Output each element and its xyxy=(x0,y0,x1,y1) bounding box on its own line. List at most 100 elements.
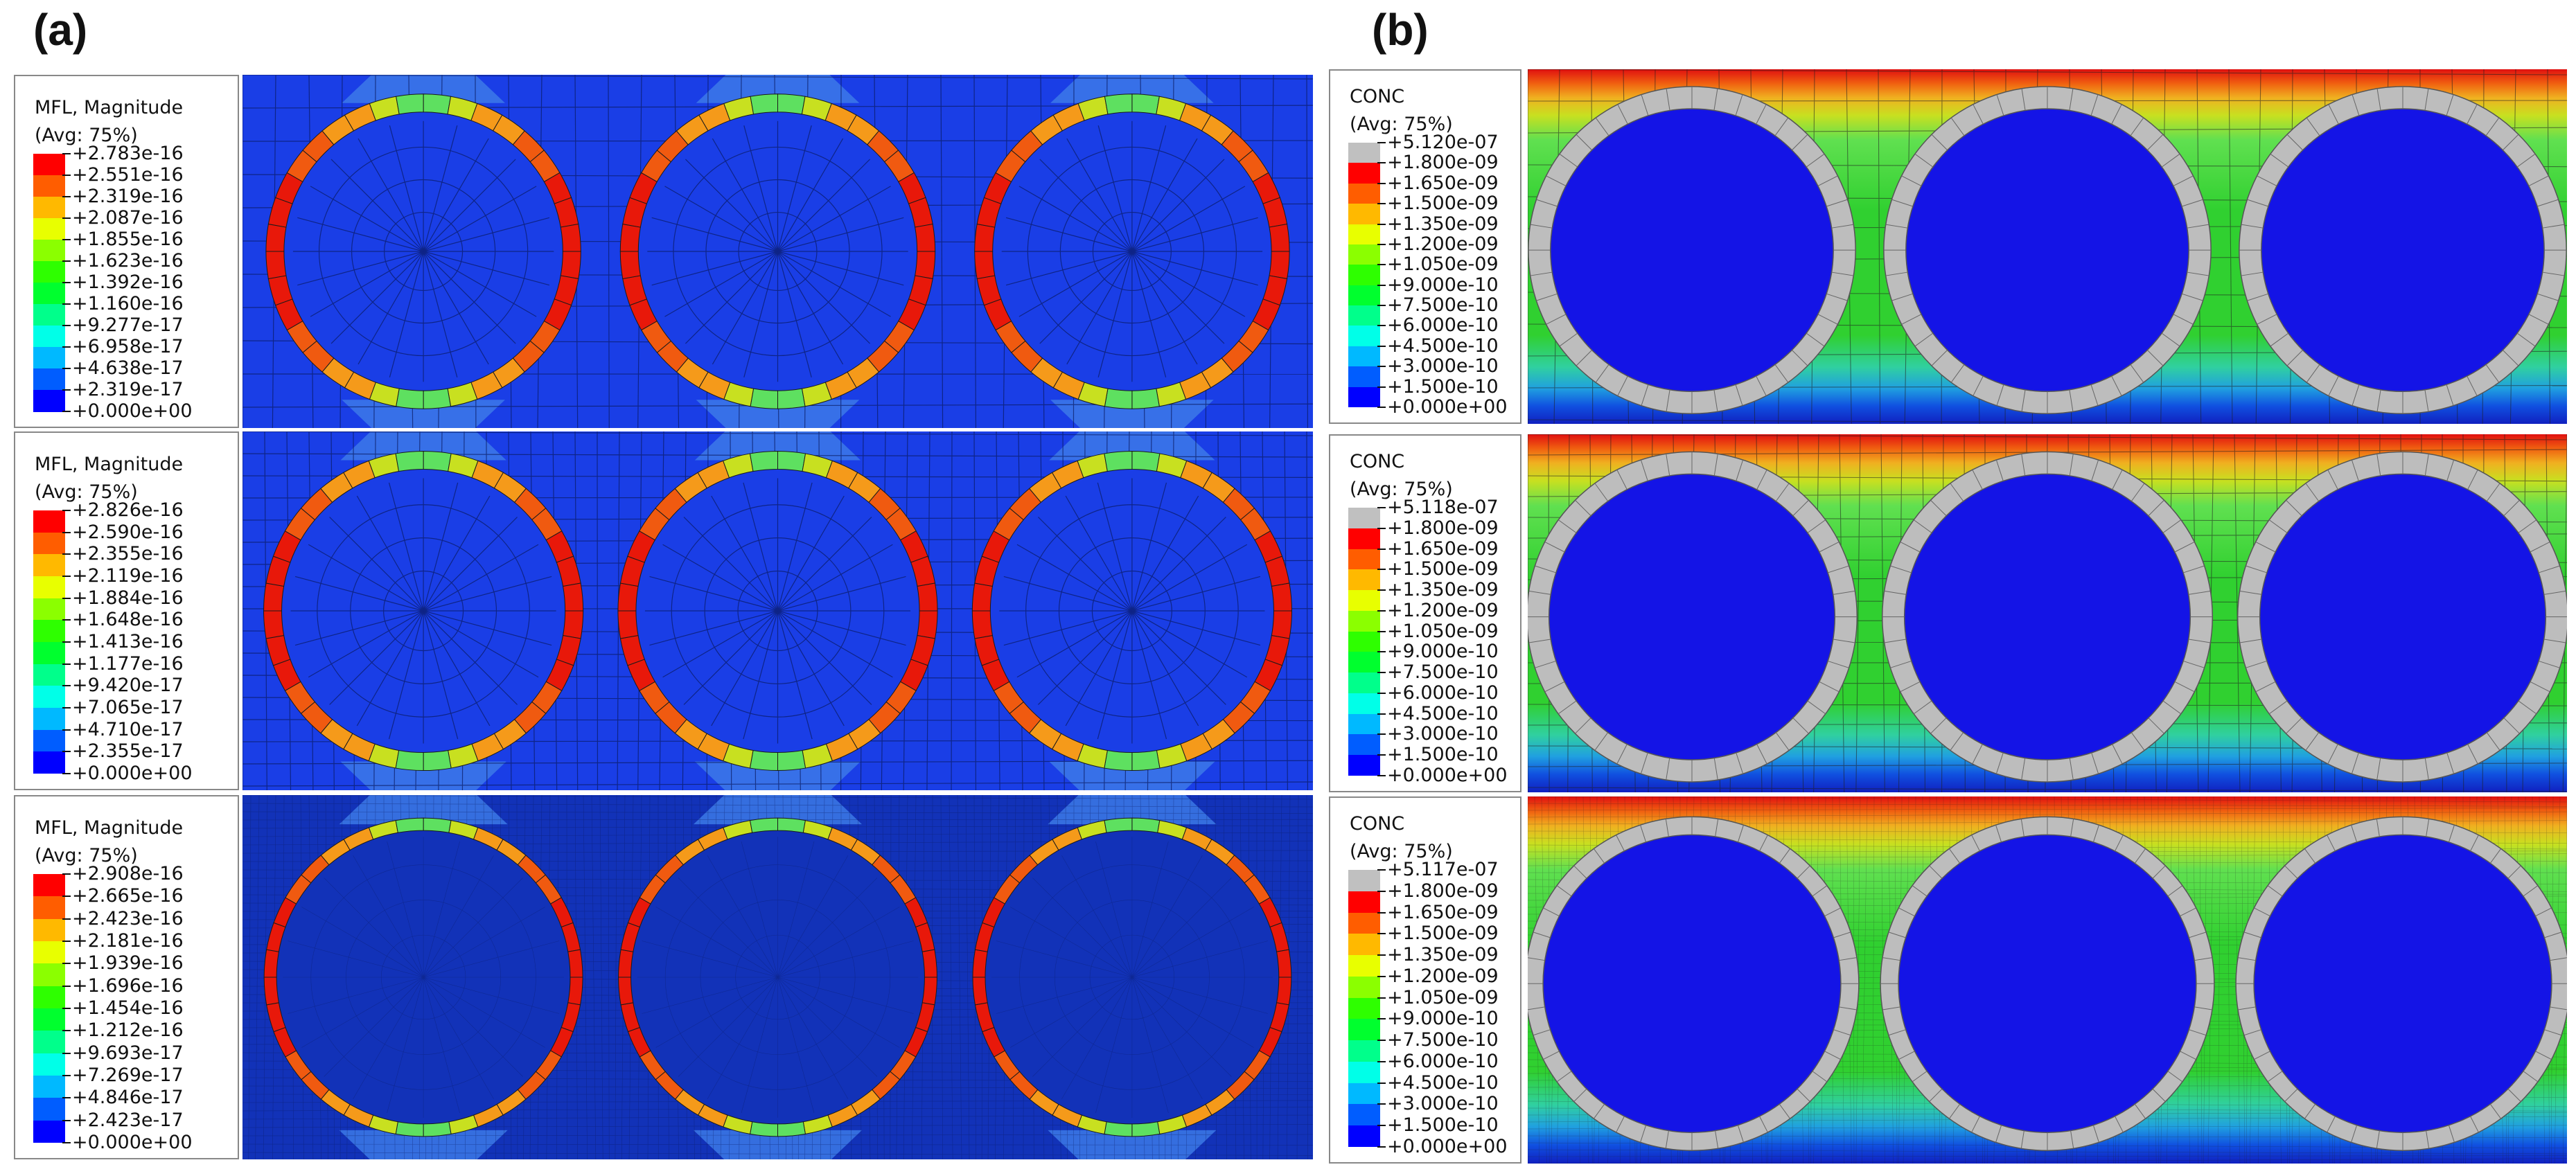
legend-tick xyxy=(1377,630,1386,632)
legend-value: +2.319e-17 xyxy=(72,379,184,400)
color-bar-segment xyxy=(1348,693,1380,715)
legend-value: +4.638e-17 xyxy=(72,357,184,379)
legend-tick xyxy=(62,729,71,731)
legend-value: +7.500e-10 xyxy=(1387,1029,1499,1051)
legend-value: +1.500e-09 xyxy=(1387,558,1499,580)
flux-band xyxy=(339,1130,508,1159)
color-bar-segment xyxy=(1348,1125,1380,1148)
legend-value: +1.200e-09 xyxy=(1387,965,1499,987)
mfl-contour-plot xyxy=(242,431,1313,790)
b-legend: CONC (Avg: 75%) +5.117e-07 +1.800e-09 +1.650… xyxy=(1329,796,1521,1164)
legend-value: +1.200e-09 xyxy=(1387,599,1499,621)
legend-tick xyxy=(1377,933,1386,935)
legend-tick xyxy=(1377,527,1386,529)
legend-tick xyxy=(1377,305,1386,307)
color-bar-segment xyxy=(1348,508,1380,529)
legend-tick xyxy=(62,576,71,577)
color-bar-segment xyxy=(33,1076,65,1098)
color-bar-segment xyxy=(1348,528,1380,550)
legend-value: +1.177e-16 xyxy=(72,652,184,675)
legend-value: +1.350e-09 xyxy=(1387,213,1499,235)
legend-value: +2.826e-16 xyxy=(72,499,184,521)
color-bar-segment xyxy=(1348,912,1380,934)
color-bar-segment xyxy=(1348,265,1380,286)
legend-value: +1.413e-16 xyxy=(72,631,184,652)
color-bar-segment xyxy=(33,326,65,348)
legend-title: MFL, Magnitude xyxy=(35,97,184,118)
inclusion-ring xyxy=(618,817,937,1137)
legend-value: +1.696e-16 xyxy=(72,974,184,997)
color-bar-segment xyxy=(1348,891,1380,914)
inclusion-ring xyxy=(2239,86,2567,415)
legend-value: +1.050e-09 xyxy=(1387,986,1499,1008)
color-bar-segment xyxy=(1348,569,1380,591)
a-legend: MFL, Magnitude (Avg: 75%) +2.908e-16 +2.665… xyxy=(14,795,239,1159)
conc-contour-plot xyxy=(1528,434,2567,792)
legend-tick xyxy=(1377,733,1386,736)
legend-title: CONC xyxy=(1350,451,1405,472)
legend-tick xyxy=(1377,325,1386,327)
legend-tick xyxy=(62,619,71,621)
color-bar-segment xyxy=(1348,285,1380,306)
legend-tick xyxy=(1377,589,1386,591)
color-bar-segment xyxy=(1348,224,1380,245)
legend-tick xyxy=(1377,997,1386,999)
color-bar-segment xyxy=(33,1098,65,1121)
legend-value: +0.000e+00 xyxy=(1387,396,1508,418)
color-bar-segment xyxy=(1348,244,1380,265)
legend-value: +1.800e-09 xyxy=(1387,517,1499,539)
color-bar-segment xyxy=(33,729,65,752)
color-bar-segment xyxy=(33,663,65,686)
color-bar-segment xyxy=(1348,143,1380,163)
legend-tick xyxy=(1377,407,1386,408)
legend-value: +1.623e-16 xyxy=(72,250,184,271)
legend-tick xyxy=(62,282,71,283)
color-bar xyxy=(1348,508,1380,776)
a-legend: MFL, Magnitude (Avg: 75%) +2.826e-16 +2.590… xyxy=(14,431,239,790)
inclusion-ring xyxy=(1528,451,1858,783)
color-bar-segment xyxy=(1348,1019,1380,1041)
legend-value: +1.650e-09 xyxy=(1387,901,1499,923)
color-bar-segment xyxy=(33,941,65,964)
panel-label-a: (a) xyxy=(33,5,88,55)
legend-value: +3.000e-10 xyxy=(1387,723,1499,745)
inclusion-ring xyxy=(974,93,1290,409)
color-bar-segment xyxy=(33,874,65,897)
mfl-contour-plot xyxy=(242,75,1313,428)
legend-tick xyxy=(1377,162,1386,164)
a-legend: MFL, Magnitude (Avg: 75%) +2.783e-16 +2.551… xyxy=(14,75,239,428)
legend-tick xyxy=(62,510,71,511)
flux-band xyxy=(340,431,506,461)
legend-value: +2.551e-16 xyxy=(72,164,184,186)
inclusion-ring xyxy=(1883,86,2212,415)
legend-tick xyxy=(1377,692,1386,694)
color-bar xyxy=(1348,143,1380,408)
legend-value: +1.050e-09 xyxy=(1387,620,1499,642)
color-bar-segment xyxy=(1348,346,1380,367)
color-bar-segment xyxy=(33,896,65,920)
legend-title: MFL, Magnitude xyxy=(35,817,184,839)
color-bar-segment xyxy=(1348,163,1380,184)
legend-value: +1.350e-09 xyxy=(1387,579,1499,601)
legend-tick xyxy=(1377,142,1386,143)
color-bar-segment xyxy=(33,175,65,197)
legend-value: +1.392e-16 xyxy=(72,271,184,293)
legend-tick xyxy=(1377,1146,1386,1148)
color-bar-segment xyxy=(33,918,65,942)
color-bar-segment xyxy=(33,1053,65,1076)
legend-value: +0.000e+00 xyxy=(72,400,193,422)
color-bar-segment xyxy=(1348,549,1380,570)
legend-tick xyxy=(62,1052,71,1054)
inclusion-ring xyxy=(619,93,936,409)
legend-value: +4.846e-17 xyxy=(72,1087,184,1109)
legend-value: +1.212e-16 xyxy=(72,1019,184,1042)
legend-tick xyxy=(1377,569,1386,571)
legend-value: +7.065e-17 xyxy=(72,697,184,718)
legend-tick xyxy=(1377,1125,1386,1127)
legend-tick xyxy=(1377,243,1386,245)
legend-tick xyxy=(1377,754,1386,756)
legend-value: +3.000e-10 xyxy=(1387,1093,1499,1115)
color-bar-segment xyxy=(33,963,65,987)
legend-tick xyxy=(62,1097,71,1099)
legend-tick xyxy=(62,153,71,154)
